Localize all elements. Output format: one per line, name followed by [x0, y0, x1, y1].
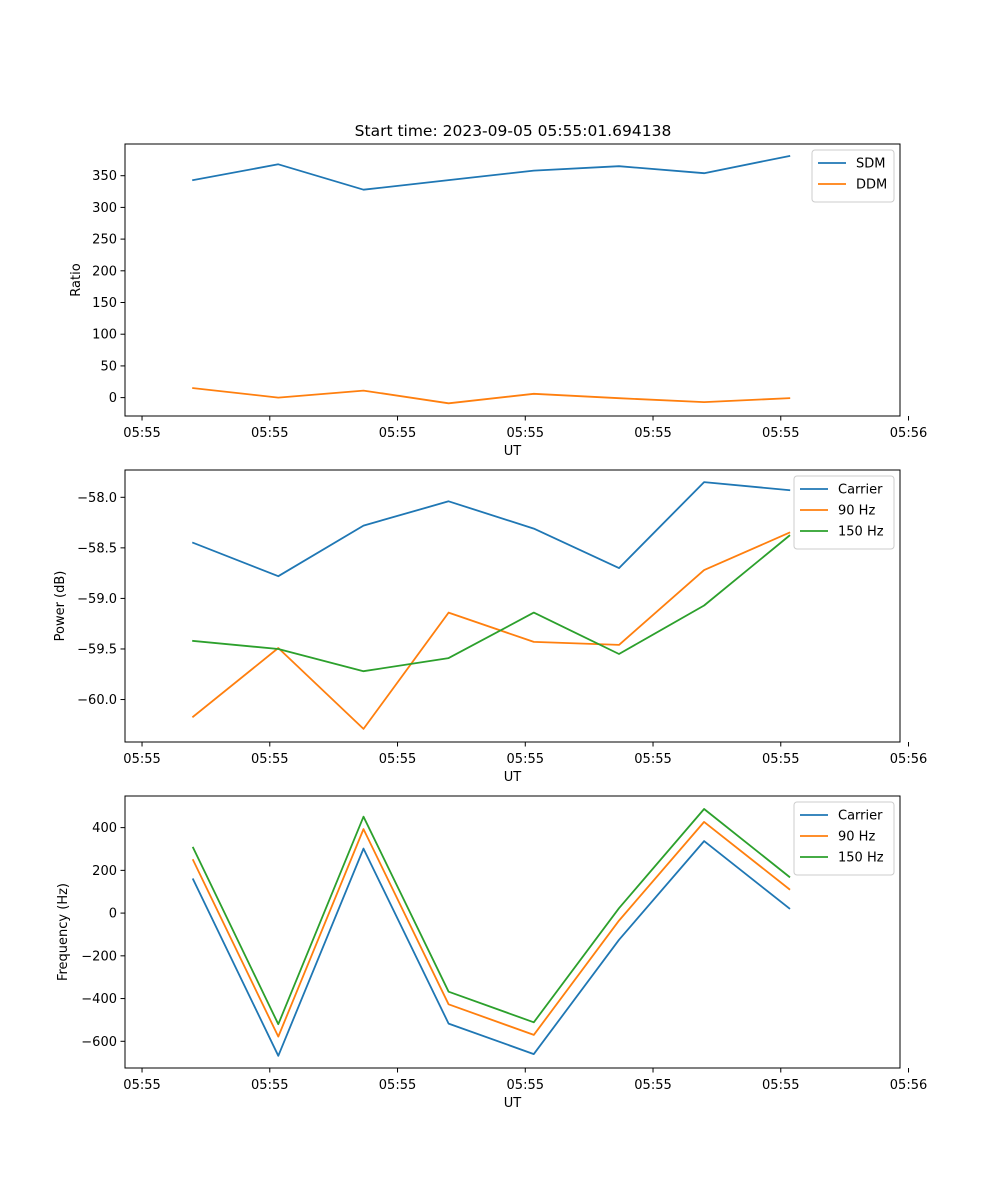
power-series-150-hz-line: [192, 534, 791, 673]
power-legend-label: Carrier: [838, 483, 883, 498]
power-axes-frame: [124, 469, 901, 743]
power-y-tick-label: −59.5: [77, 642, 117, 657]
ratio-y-tick-label: 300: [92, 201, 117, 216]
power-panel: 05:55 05:55 05:55 05:55 05:55 05:55 05:56 −60.0…: [53, 469, 927, 785]
ratio-series-ddm-line: [192, 387, 791, 405]
power-legend: Carrier 90 Hz 150 Hz: [793, 475, 895, 550]
frequency-x-tick-label: 05:55: [251, 1078, 288, 1093]
frequency-x-tick-label: 05:56: [890, 1078, 927, 1093]
ratio-legend-label: DDM: [856, 178, 887, 193]
frequency-legend: Carrier 90 Hz 150 Hz: [793, 801, 895, 876]
frequency-axes-frame: [124, 795, 901, 1069]
ratio-series-sdm-line: [192, 154, 791, 191]
power-y-tick-label: −58.5: [77, 541, 117, 556]
frequency-series-90-hz-line: [191, 821, 791, 1038]
ratio-y-tick-label: 350: [92, 169, 117, 184]
ratio-axes-frame: [124, 143, 901, 417]
ratio-y-tick-label: 200: [92, 264, 117, 279]
power-x-tick-label: 05:55: [123, 752, 160, 767]
power-series-carrier-line: [191, 481, 791, 578]
frequency-x-tick-label: 05:55: [762, 1078, 799, 1093]
ratio-x-tick-label: 05:55: [634, 426, 671, 441]
ratio-panel: 05:55 05:55 05:55 05:55 05:55 05:55 05:56 0 50 10…: [69, 143, 927, 459]
power-x-tick-label: 05:56: [890, 752, 927, 767]
ratio-y-tick-label: 50: [100, 359, 117, 374]
frequency-x-axis-label: UT: [504, 1096, 522, 1111]
frequency-y-axis-label: Frequency (Hz): [56, 883, 71, 981]
power-x-tick-label: 05:55: [762, 752, 799, 767]
figure-title: Start time: 2023-09-05 05:55:01.694138: [355, 122, 672, 140]
ratio-legend: SDM DDM: [811, 149, 895, 203]
frequency-y-tick-label: −200: [81, 949, 117, 964]
ratio-y-tick-label: 100: [92, 328, 117, 343]
power-y-tick-label: −60.0: [77, 693, 117, 708]
ratio-y-tick-label: 150: [92, 296, 117, 311]
ratio-x-axis-label: UT: [504, 444, 522, 459]
ratio-x-tick-label: 05:55: [123, 426, 160, 441]
ratio-y-tick-label: 250: [92, 233, 117, 248]
frequency-series-carrier-line: [191, 840, 791, 1057]
frequency-y-tick-label: 0: [109, 907, 117, 922]
frequency-x-tick-label: 05:55: [634, 1078, 671, 1093]
frequency-x-tick-label: 05:55: [379, 1078, 416, 1093]
ratio-x-tick-label: 05:55: [251, 426, 288, 441]
ratio-legend-label: SDM: [856, 157, 885, 172]
power-y-axis-label: Power (dB): [53, 571, 68, 642]
power-x-axis-label: UT: [504, 770, 522, 785]
power-x-tick-label: 05:55: [634, 752, 671, 767]
power-x-tick-label: 05:55: [507, 752, 544, 767]
frequency-legend-label: Carrier: [838, 809, 883, 824]
frequency-y-tick-label: 400: [92, 821, 117, 836]
ratio-x-tick-label: 05:55: [379, 426, 416, 441]
frequency-legend-label: 90 Hz: [838, 830, 875, 845]
power-legend-label: 90 Hz: [838, 504, 875, 519]
ratio-x-tick-label: 05:55: [762, 426, 799, 441]
frequency-y-tick-label: −600: [81, 1035, 117, 1050]
frequency-legend-label: 150 Hz: [838, 851, 884, 866]
ratio-x-tick-label: 05:56: [890, 426, 927, 441]
power-y-tick-label: −58.0: [77, 491, 117, 506]
power-x-tick-label: 05:55: [251, 752, 288, 767]
frequency-y-tick-label: −400: [81, 992, 117, 1007]
frequency-x-tick-label: 05:55: [123, 1078, 160, 1093]
frequency-y-tick-label: 200: [92, 864, 117, 879]
frequency-x-tick-label: 05:55: [507, 1078, 544, 1093]
frequency-series-150-hz-line: [191, 808, 791, 1026]
power-legend-label: 150 Hz: [838, 525, 884, 540]
ratio-y-axis-label: Ratio: [69, 263, 84, 296]
power-x-tick-label: 05:55: [379, 752, 416, 767]
ratio-x-tick-label: 05:55: [507, 426, 544, 441]
frequency-panel: 05:55 05:55 05:55 05:55 05:55 05:55 05:56 −600 −…: [56, 795, 927, 1111]
power-y-tick-label: −59.0: [77, 592, 117, 607]
power-series-90-hz-line: [191, 531, 791, 730]
ratio-y-tick-label: 0: [109, 391, 117, 406]
